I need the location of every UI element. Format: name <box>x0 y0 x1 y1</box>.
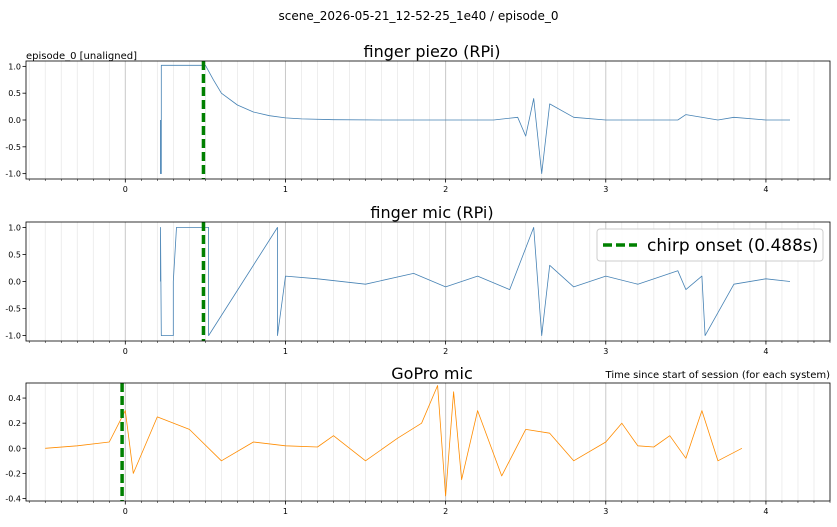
piezo-signal-line <box>160 64 790 175</box>
finger-piezo-panel: 0 1 2 3 4 1.0 0.5 0.0 -0.5 -1.0 finger piezo (RPi)… <box>5 42 831 194</box>
episode-note: episode_0 [unaligned] <box>26 51 137 62</box>
y-tick-label: 0.5 <box>8 250 21 259</box>
x-tick-label: 2 <box>443 507 448 516</box>
x-tick-label: 1 <box>283 185 288 194</box>
gopro-signal-line <box>45 385 743 497</box>
x-tick-label: 0 <box>123 185 128 194</box>
x-tick-label: 1 <box>283 507 288 516</box>
x-tick-label: 0 <box>123 507 128 516</box>
y-tick-label: -0.2 <box>5 469 21 478</box>
piezo-title: finger piezo (RPi) <box>364 42 501 61</box>
x-tick-label: 4 <box>763 347 768 356</box>
x-tick-label: 0 <box>123 347 128 356</box>
y-tick-label: 1.0 <box>8 223 21 232</box>
finger-mic-title: finger mic (RPi) <box>370 203 493 222</box>
plot-frame <box>25 221 831 342</box>
y-tick-label: 0.0 <box>8 278 21 287</box>
y-tick-label: 0.0 <box>8 116 21 125</box>
legend-box <box>596 228 824 262</box>
y-tick-label: 0.2 <box>8 419 21 428</box>
y-tick-label: -0.5 <box>5 143 21 152</box>
y-tick-label: 0.4 <box>8 394 21 403</box>
gopro-title: GoPro mic <box>391 364 472 383</box>
y-tick-label: -0.5 <box>5 305 21 314</box>
legend-label: chirp onset (0.488s) <box>647 236 818 256</box>
x-tick-label: 2 <box>443 185 448 194</box>
y-tick-label: 1.0 <box>8 62 21 71</box>
y-tick-label: -1.0 <box>5 170 21 179</box>
time-axis-note: Time since start of session (for each sy… <box>605 370 831 381</box>
x-tick-label: 1 <box>283 347 288 356</box>
x-tick-label: 3 <box>603 347 608 356</box>
gopro-mic-panel: 0 1 2 3 4 0.4 0.2 0.0 -0.2 -0.4 GoPro mic Time sinc… <box>5 364 831 516</box>
y-tick-label: 0.5 <box>8 89 21 98</box>
x-tick-label: 3 <box>603 185 608 194</box>
x-tick-label: 4 <box>763 507 768 516</box>
plot-frame <box>25 60 831 180</box>
y-tick-label: -0.4 <box>5 494 21 503</box>
plot-frame <box>25 382 831 502</box>
x-tick-label: 4 <box>763 185 768 194</box>
finger-mic-signal-line <box>160 226 791 337</box>
y-tick-label: 0.0 <box>8 444 21 453</box>
figure-title: scene_2026-05-21_12-52-25_1e40 / episode… <box>278 9 559 23</box>
y-tick-label: -1.0 <box>5 332 21 341</box>
x-tick-label: 2 <box>443 347 448 356</box>
x-tick-label: 3 <box>603 507 608 516</box>
finger-mic-panel: 0 1 2 3 4 1.0 0.5 0.0 -0.5 -1.0 finger mic (RPi) ch… <box>5 203 831 356</box>
